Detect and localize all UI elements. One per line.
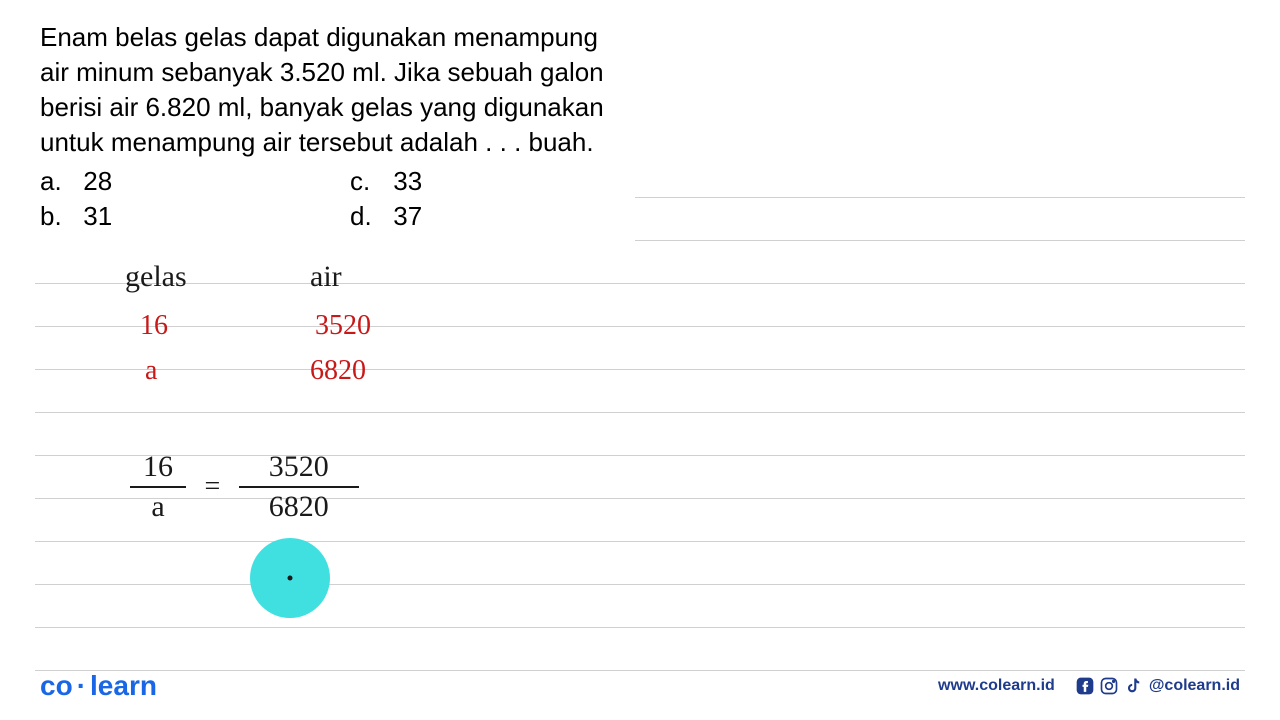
- footer-url: www.colearn.id: [938, 677, 1055, 695]
- option-d-value: 37: [393, 199, 422, 234]
- tiktok-icon: [1123, 676, 1143, 696]
- frac2-numerator: 3520: [239, 450, 359, 484]
- hw-col1-header: gelas: [125, 260, 187, 294]
- question-line1: Enam belas gelas dapat digunakan menampu…: [40, 20, 740, 55]
- fraction-1: 16 a: [130, 450, 186, 524]
- instagram-icon: [1099, 676, 1119, 696]
- footer: co·learn www.colearn.id @colearn.id: [0, 670, 1280, 702]
- option-b-label: b.: [40, 199, 76, 234]
- equation-area: 16 a = 3520 6820: [130, 450, 359, 524]
- hw-col2-header: air: [310, 260, 342, 294]
- option-d-label: d.: [350, 199, 386, 234]
- hw-row1-col1: 16: [140, 310, 168, 342]
- question-text: Enam belas gelas dapat digunakan menampu…: [40, 20, 740, 160]
- facebook-icon: [1075, 676, 1095, 696]
- equals-sign: =: [204, 471, 220, 502]
- frac1-numerator: 16: [130, 450, 186, 484]
- options-block: a. 28 c. 33 b. 31 d. 37: [40, 164, 1240, 234]
- hw-row2-col1: a: [145, 355, 157, 387]
- social-block: @colearn.id: [1075, 676, 1240, 696]
- option-a-label: a.: [40, 164, 76, 199]
- hw-row2-col2: 6820: [310, 355, 366, 387]
- question-line3: berisi air 6.820 ml, banyak gelas yang d…: [40, 90, 740, 125]
- fraction-2: 3520 6820: [239, 450, 359, 524]
- option-c-label: c.: [350, 164, 386, 199]
- question-line2: air minum sebanyak 3.520 ml. Jika sebuah…: [40, 55, 740, 90]
- question-line4: untuk menampung air tersebut adalah . . …: [40, 125, 740, 160]
- logo-dot: ·: [77, 670, 86, 701]
- option-b-value: 31: [83, 199, 112, 234]
- option-c-value: 33: [393, 164, 422, 199]
- logo-co: co: [40, 670, 73, 701]
- logo: co·learn: [40, 670, 157, 702]
- cursor-highlight: [250, 538, 330, 618]
- hw-row1-col2: 3520: [315, 310, 371, 342]
- frac1-denominator: a: [130, 490, 186, 524]
- option-a-value: 28: [83, 164, 112, 199]
- footer-handle: @colearn.id: [1149, 677, 1240, 695]
- frac2-denominator: 6820: [239, 490, 359, 524]
- logo-learn: learn: [90, 670, 157, 701]
